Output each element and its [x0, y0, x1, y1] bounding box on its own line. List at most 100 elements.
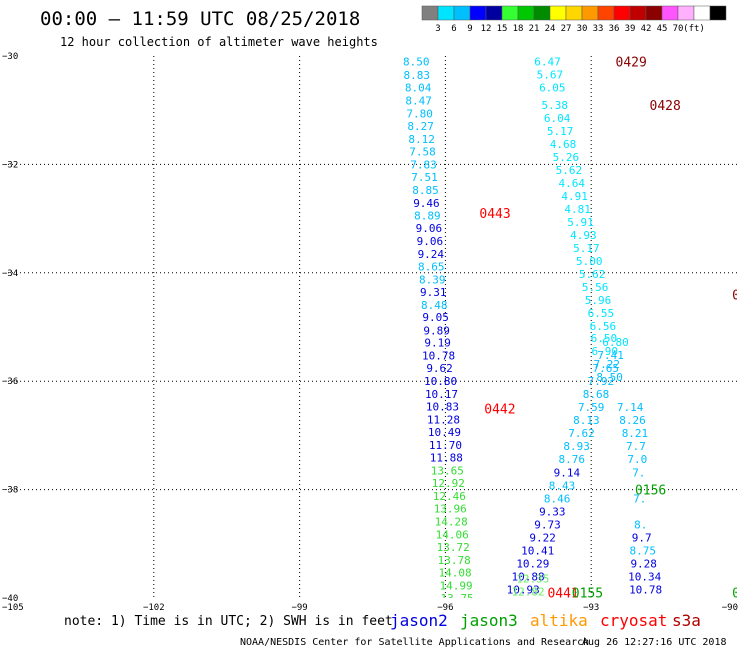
wave-height-label: 6.04 — [544, 112, 571, 125]
wave-height-label: 10.29 — [516, 557, 549, 570]
wave-height-label: 7.7 — [626, 440, 646, 453]
wave-height-label: 13.21 — [507, 599, 540, 612]
wave-height-label: 9.31 — [420, 286, 447, 299]
wave-height-label: 8.26 — [619, 414, 646, 427]
colorbar-swatch — [517, 5, 535, 21]
colorbar-label: 36 — [609, 24, 620, 34]
wave-height-label: 4.68 — [550, 138, 577, 151]
legend-s3a: s3a — [672, 611, 701, 630]
wave-height-label: 6.05 — [539, 81, 566, 94]
wave-height-label: 8.93 — [563, 440, 590, 453]
colorbar-swatch — [581, 5, 599, 21]
colorbar-label: 6 — [451, 24, 456, 34]
wave-height-label: 13.75 — [441, 592, 474, 605]
wave-height-label: 4.64 — [559, 177, 586, 190]
wave-height-label: 7.41 — [597, 349, 624, 362]
wave-height-label: 6.56 — [590, 320, 617, 333]
y-tick-label: −34 — [2, 269, 18, 279]
series-jason2: 7.148.268.217.77.07.7.8.9.78.759.2810.34… — [617, 401, 663, 609]
wave-height-label: 5.62 — [579, 268, 606, 281]
colorbar-label: 42 — [641, 24, 652, 34]
colorbar-swatch — [677, 5, 695, 21]
wave-height-label: 10.85 — [630, 596, 663, 609]
wave-height-label: 6.80 — [602, 336, 629, 349]
wave-height-label: 10.93 — [507, 583, 540, 596]
wave-height-label: 8.43 — [549, 479, 576, 492]
colorbar-label: 18 — [513, 24, 524, 34]
wave-height-label: 9.33 — [539, 505, 566, 518]
wave-height-label: 14.28 — [435, 516, 468, 529]
wave-height-label: 14.99 — [440, 580, 473, 593]
wave-height-label: 10.78 — [422, 350, 455, 363]
time-label: 04 — [732, 288, 740, 303]
wave-height-label: 13.65 — [431, 465, 464, 478]
colorbar-label: 70 — [673, 24, 684, 34]
wave-height-label: 9.22 — [529, 531, 556, 544]
y-tick-label: −36 — [2, 377, 18, 387]
wave-height-label: 8.68 — [583, 388, 610, 401]
wave-height-label: 8.39 — [419, 273, 446, 286]
wave-height-label: 9.7 — [632, 531, 652, 544]
wave-height-label: 9.89 — [423, 324, 450, 337]
colorbar-swatch — [661, 5, 679, 21]
wave-height-label: 8. — [634, 518, 647, 531]
wave-height-label: 4.91 — [561, 190, 588, 203]
x-tick-label: −93 — [583, 603, 599, 613]
wave-height-label: 5.17 — [573, 242, 600, 255]
wave-height-label: 9.73 — [534, 518, 561, 531]
x-tick-label: −99 — [291, 603, 307, 613]
legend-cryosat: cryosat — [600, 611, 667, 630]
wave-height-label: 10.34 — [628, 570, 661, 583]
wave-height-label: 10.83 — [426, 401, 459, 414]
wave-height-label: 9.06 — [417, 235, 444, 248]
colorbar-label: 27 — [561, 24, 572, 34]
wave-height-label: 5.17 — [547, 125, 574, 138]
y-tick-label: −32 — [2, 160, 18, 170]
colorbar-swatch — [693, 5, 711, 21]
wave-height-label: 5.96 — [585, 294, 612, 307]
wave-height-label: 9.06 — [416, 222, 443, 235]
wave-height-label: 8.65 — [418, 260, 445, 273]
wave-height-label: 7.58 — [409, 145, 436, 158]
wave-height-label: 13.78 — [438, 554, 471, 567]
colorbar-swatch — [709, 5, 727, 21]
colorbar-label: 30 — [577, 24, 588, 34]
colorbar-label: 15 — [497, 24, 508, 34]
series-cryosat: 8.508.838.048.477.808.278.127.587.837.51… — [403, 56, 474, 605]
wave-height-label: 12.92 — [432, 477, 465, 490]
wave-height-label: 9.19 — [424, 337, 451, 350]
wave-height-label: 8.04 — [405, 81, 432, 94]
wave-height-label: 10.41 — [521, 544, 554, 557]
colorbar-label: 9 — [467, 24, 472, 34]
legend-altika: altika — [530, 611, 588, 630]
satellite-legend: jason2 jason3 altika cryosat s3a — [390, 611, 701, 630]
wave-height-label: 8.21 — [622, 427, 649, 440]
data-layer: 8.508.838.048.477.808.278.127.587.837.51… — [403, 55, 740, 612]
wave-height-label: 6.47 — [534, 55, 561, 68]
wave-height-label: 8.27 — [407, 120, 434, 133]
wave-height-label: 8.50 — [596, 371, 623, 384]
legend-jason2: jason2 — [390, 611, 448, 630]
wave-height-label: 14.08 — [439, 567, 472, 580]
wave-height-label: 7.62 — [568, 427, 595, 440]
colorbar-label: 12 — [481, 24, 492, 34]
wave-height-label: 13.72 — [437, 541, 470, 554]
time-label: 0156 — [635, 484, 666, 499]
wave-height-label: 6.50 — [591, 332, 618, 345]
x-tick-label: −102 — [143, 603, 165, 613]
wave-height-label: 9.46 — [413, 197, 440, 210]
colorbar-swatch — [437, 5, 455, 21]
wave-height-label: 7.65 — [593, 362, 620, 375]
wave-height-label: 7. — [633, 492, 646, 505]
wave-height-label: 10.50 — [502, 596, 535, 609]
wave-height-label: 10.88 — [511, 570, 544, 583]
colorbar-label: 45 — [657, 24, 668, 34]
wave-height-label: 7.22 — [594, 358, 621, 371]
series-jason3: 6.807.417.657.928.687.598.137.628.938.76… — [502, 336, 629, 609]
time-label: 0155 — [572, 587, 603, 602]
plot-area: −30 −32 −34 −36 −38 −40−105 −102 −99 −96 −93 −90 8.… — [2, 52, 740, 613]
wave-height-label: 9.62 — [426, 362, 453, 375]
